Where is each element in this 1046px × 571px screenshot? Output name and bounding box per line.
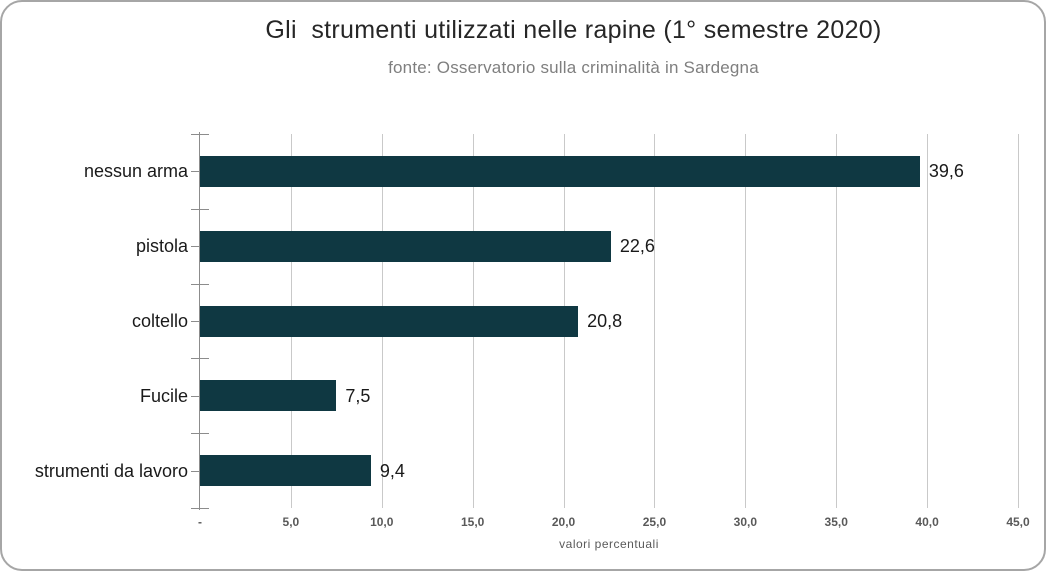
gridline [745,134,747,508]
gridline [836,134,838,508]
chart-title: Gli strumenti utilizzati nelle rapine (1… [265,16,882,44]
gridline [1018,134,1019,508]
category-label: Fucile [139,385,188,406]
gridline [654,134,656,508]
bar [200,455,371,487]
category-major-tick [191,358,209,360]
category-label: coltello [131,311,188,331]
bar [200,230,611,262]
chart-subtitle: fonte: Osservatorio sulla criminalità in… [388,58,759,77]
category-minor-tick [191,321,200,322]
bar [200,380,337,412]
x-axis-tick-label: 30,0 [733,515,758,529]
category-major-tick [191,433,209,435]
plot-area: 39,6 22,6 20,8 7,5 9,4 [200,134,1019,508]
x-axis-tick-label: 15,0 [460,515,485,529]
x-axis-tick-label: - [198,515,202,529]
x-axis-tick-label: 5,0 [282,515,300,529]
category-label: nessun arma [83,161,188,182]
bar-value-label: 20,8 [587,311,623,331]
bar-value-label: 7,5 [345,385,371,406]
category-label: pistola [135,236,188,257]
category-minor-tick [191,395,200,397]
category-major-tick [191,508,209,509]
category-minor-tick [191,470,200,472]
x-axis-tick-label: 20,0 [551,515,576,529]
x-axis-tick-label: 25,0 [642,515,667,529]
bar-value-label: 22,6 [619,236,655,257]
bar-value-label: 9,4 [379,460,405,481]
bar [200,305,579,337]
category-major-tick [191,283,209,285]
category-label: strumenti da lavoro [34,460,188,481]
category-major-tick [191,208,209,210]
x-axis-tick-label: 35,0 [824,515,848,529]
x-axis-tick-label: 10,0 [370,515,394,529]
gridline [927,134,929,508]
bar-value-label: 39,6 [928,161,964,182]
x-axis-tick-label: 40,0 [915,515,939,529]
value-axis-title: valori percentuali [559,537,659,551]
category-minor-tick [191,171,200,173]
category-major-tick [191,134,209,135]
x-axis-tick-label: 45,0 [1006,515,1030,529]
category-minor-tick [191,246,200,248]
bar [200,155,920,187]
